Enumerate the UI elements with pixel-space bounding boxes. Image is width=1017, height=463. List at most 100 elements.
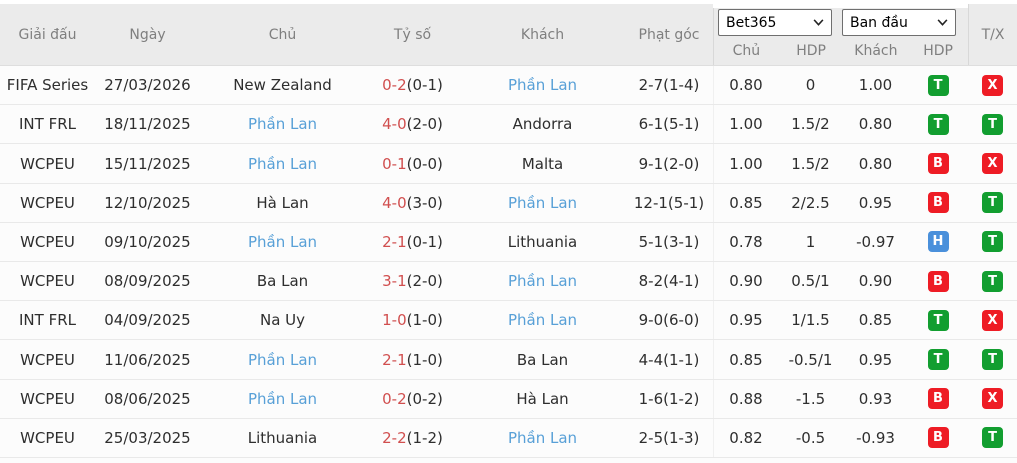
home-team[interactable]: Hà Lan: [256, 193, 309, 212]
away-team[interactable]: Phần Lan: [507, 272, 578, 291]
halftime-score: (3-0): [406, 193, 443, 212]
corners: 1-6(1-2): [638, 389, 700, 408]
col-header-score: Tỷ số: [393, 26, 432, 43]
home-team[interactable]: Phần Lan: [247, 154, 318, 173]
odds-home: 1.00: [713, 144, 778, 183]
handicap-result: B: [908, 419, 968, 457]
halftime-score: (2-0): [406, 115, 443, 134]
score: 0-2 (0-2): [365, 380, 460, 418]
handicap-result: B: [908, 262, 968, 300]
odds-away: -0.97: [856, 232, 895, 251]
tournament: WCPEU: [20, 272, 75, 291]
handicap-result: B: [908, 380, 968, 418]
handicap-result: B: [908, 144, 968, 182]
away-team[interactable]: Lithuania: [507, 232, 578, 251]
odds-hdp: 1.5/2: [791, 115, 830, 134]
handicap-result-badge: T: [927, 113, 949, 135]
bookmaker-select-value: Bet365: [726, 14, 777, 31]
odds-home: 0.82: [713, 418, 778, 458]
corners: 9-1(2-0): [638, 154, 700, 173]
home-team[interactable]: Lithuania: [247, 428, 318, 447]
tx-result: T: [968, 184, 1017, 222]
halftime-score: (1-0): [406, 350, 443, 369]
home-team[interactable]: Ba Lan: [256, 272, 309, 291]
halftime-score: (1-2): [406, 428, 443, 447]
corners: 5-1(3-1): [638, 232, 700, 251]
halftime-score: (1-0): [406, 311, 443, 330]
home-team[interactable]: Phần Lan: [247, 115, 318, 134]
score: 2-2 (1-2): [365, 419, 460, 457]
fulltime-score: 2-1: [382, 350, 407, 369]
tx-result: X: [968, 144, 1017, 182]
tx-result: T: [968, 340, 1017, 378]
match-date: 25/03/2025: [104, 428, 191, 447]
match-date: 09/10/2025: [104, 232, 191, 251]
chevron-down-icon: [813, 19, 824, 26]
score: 2-1 (0-1): [365, 223, 460, 261]
tx-result-badge: X: [982, 153, 1003, 174]
tx-result-badge: T: [982, 113, 1003, 135]
away-team[interactable]: Phần Lan: [507, 428, 578, 447]
handicap-result-badge: B: [927, 427, 949, 449]
home-team[interactable]: New Zealand: [233, 76, 332, 95]
handicap-result-badge: T: [927, 349, 949, 371]
away-team[interactable]: Phần Lan: [507, 311, 578, 330]
odds-away: 1.00: [858, 76, 893, 95]
odds-away: 0.95: [858, 350, 893, 369]
fulltime-score: 0-1: [382, 154, 407, 173]
away-team[interactable]: Ba Lan: [516, 350, 569, 369]
tx-result: X: [968, 301, 1017, 339]
tx-result: X: [968, 380, 1017, 418]
score: 1-0 (1-0): [365, 301, 460, 339]
score: 4-0 (2-0): [365, 105, 460, 143]
odds-away: 0.93: [858, 389, 893, 408]
tournament: WCPEU: [20, 389, 75, 408]
col-header-home: Chủ: [268, 26, 297, 43]
away-team[interactable]: Hà Lan: [516, 389, 569, 408]
away-team[interactable]: Malta: [521, 154, 564, 173]
away-team[interactable]: Phần Lan: [507, 76, 578, 95]
tournament: FIFA Series: [6, 76, 89, 95]
away-team[interactable]: Andorra: [512, 115, 573, 134]
match-date: 15/11/2025: [104, 154, 191, 173]
handicap-result: T: [908, 105, 968, 143]
fulltime-score: 4-0: [382, 193, 407, 212]
fulltime-score: 1-0: [382, 311, 407, 330]
fulltime-score: 2-1: [382, 232, 407, 251]
col-header-corners: Phạt góc: [638, 26, 700, 43]
handicap-result-badge: T: [927, 74, 949, 96]
fulltime-score: 0-2: [382, 76, 407, 95]
corners: 12-1(5-1): [633, 193, 705, 212]
home-team[interactable]: Phần Lan: [247, 350, 318, 369]
tx-result-badge: X: [982, 74, 1003, 96]
home-team[interactable]: Phần Lan: [247, 232, 318, 251]
halftime-score: (0-2): [406, 389, 443, 408]
handicap-result-badge: H: [927, 231, 949, 253]
home-team[interactable]: Phần Lan: [247, 389, 318, 408]
away-team[interactable]: Phần Lan: [507, 193, 578, 212]
odds-home: 0.78: [713, 222, 778, 262]
corners: 6-1(5-1): [638, 115, 700, 134]
match-date: 11/06/2025: [104, 350, 191, 369]
home-team[interactable]: Na Uy: [259, 311, 306, 330]
corners: 9-0(6-0): [638, 311, 700, 330]
tx-result: T: [968, 105, 1017, 143]
fulltime-score: 3-1: [382, 272, 407, 291]
bookmaker-select[interactable]: Bet365: [718, 9, 832, 36]
halftime-score: (0-1): [406, 232, 443, 251]
match-date: 08/06/2025: [104, 389, 191, 408]
odds-type-select[interactable]: Ban đầu: [842, 9, 956, 36]
handicap-result: T: [908, 301, 968, 339]
fulltime-score: 4-0: [382, 115, 407, 134]
col-header-date: Ngày: [129, 26, 166, 43]
tournament: WCPEU: [20, 232, 75, 251]
odds-hdp: -0.5: [795, 428, 826, 447]
odds-hdp: 1/1.5: [791, 311, 830, 330]
corners: 4-4(1-1): [638, 350, 700, 369]
odds-away: 0.95: [858, 193, 893, 212]
odds-hdp: -0.5/1: [788, 350, 833, 369]
odds-hdp: -1.5: [795, 389, 826, 408]
score: 0-1 (0-0): [365, 144, 460, 182]
tx-result: X: [968, 66, 1017, 104]
odds-subheader-row: Chủ HDP Khách HDP: [714, 37, 968, 65]
